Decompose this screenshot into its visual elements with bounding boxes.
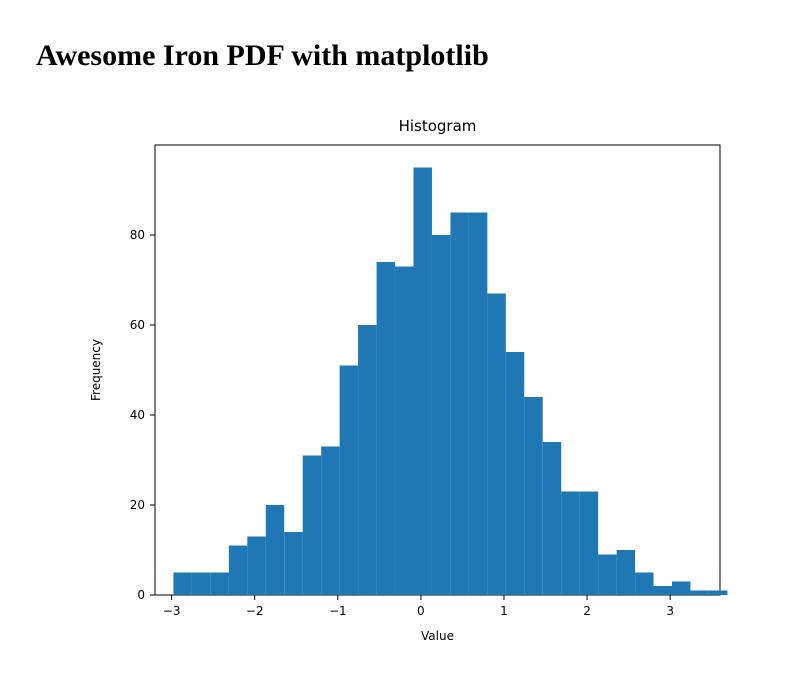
histogram-bar xyxy=(672,582,690,596)
histogram-bar xyxy=(709,591,727,596)
histogram-bar xyxy=(635,573,653,596)
histogram-bar xyxy=(487,294,505,596)
x-tick-label: −3 xyxy=(163,604,181,618)
histogram-bar xyxy=(506,352,524,595)
x-tick-label: 2 xyxy=(583,604,591,618)
y-tick-label: 80 xyxy=(130,228,145,242)
histogram-bar xyxy=(284,532,302,595)
histogram-bar xyxy=(247,537,265,596)
histogram-bar xyxy=(580,492,598,596)
histogram-bar xyxy=(266,505,284,595)
x-tick-label: 0 xyxy=(417,604,425,618)
y-tick-label: 20 xyxy=(130,498,145,512)
histogram-bar xyxy=(469,213,487,596)
histogram-bar xyxy=(192,573,210,596)
y-tick-label: 40 xyxy=(130,408,145,422)
x-tick-label: 3 xyxy=(666,604,674,618)
histogram-chart: −3 −2 −1 0 1 2 3 0 20 40 60 80 Histogram Value Frequen… xyxy=(60,100,760,660)
x-tick-label: −2 xyxy=(246,604,264,618)
histogram-bar xyxy=(598,555,616,596)
x-axis-label: Value xyxy=(421,629,454,643)
histogram-bar xyxy=(450,213,468,596)
histogram-bar xyxy=(395,267,413,596)
histogram-bar xyxy=(229,546,247,596)
histogram-bar xyxy=(358,325,376,595)
x-tick-label: 1 xyxy=(500,604,508,618)
chart-svg: −3 −2 −1 0 1 2 3 0 20 40 60 80 Histogram Value Frequen… xyxy=(60,100,760,660)
y-tick-label: 60 xyxy=(130,318,145,332)
histogram-bar xyxy=(413,168,431,596)
page: Awesome Iron PDF with matplotlib −3 −2 −1 0… xyxy=(0,0,812,694)
y-tick-label: 0 xyxy=(137,588,145,602)
histogram-bar xyxy=(690,591,708,596)
histogram-bar xyxy=(524,397,542,595)
histogram-bar xyxy=(561,492,579,596)
histogram-bar xyxy=(210,573,228,596)
histogram-bar xyxy=(303,456,321,596)
histogram-bar xyxy=(377,262,395,595)
histogram-bar xyxy=(617,550,635,595)
histogram-bar xyxy=(654,586,672,595)
histogram-bar xyxy=(321,447,339,596)
y-axis-label: Frequency xyxy=(89,339,103,401)
chart-title: Histogram xyxy=(399,117,477,135)
histogram-bar xyxy=(340,366,358,596)
x-tick-label: −1 xyxy=(329,604,347,618)
histogram-bar xyxy=(173,573,191,596)
histogram-bar xyxy=(543,442,561,595)
page-title: Awesome Iron PDF with matplotlib xyxy=(36,38,489,74)
histogram-bar xyxy=(432,235,450,595)
